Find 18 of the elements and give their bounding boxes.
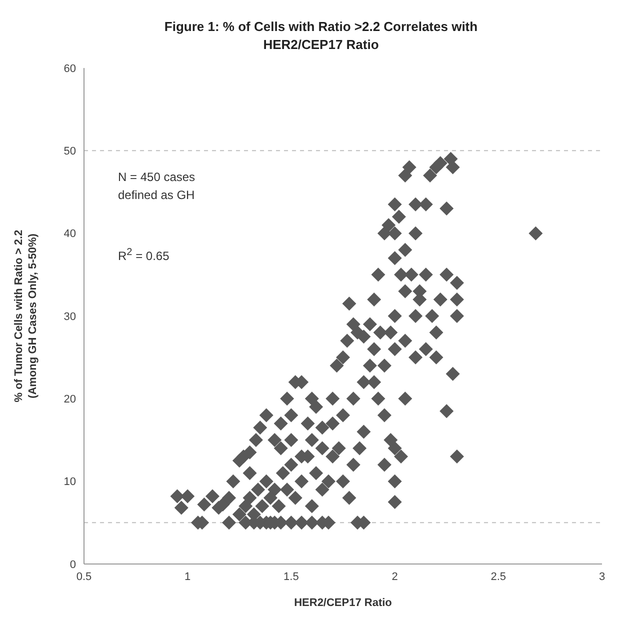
y-axis-title: % of Tumor Cells with Ratio > 2.2 (Among GH Cases Only, 5-50%) <box>13 230 39 402</box>
y-tick-label: 40 <box>64 228 76 240</box>
x-tick-label: 1.5 <box>284 570 299 583</box>
x-tick-label: 2.5 <box>490 570 506 583</box>
x-axis-title: HER2/CEP17 Ratio <box>294 597 392 609</box>
x-tick-label: 3 <box>598 570 606 583</box>
y-tick-label: 0 <box>70 558 76 571</box>
y-tick-label: 60 <box>64 62 76 75</box>
x-tick-label: 2 <box>392 570 398 583</box>
x-tick-label: 0.5 <box>76 570 92 583</box>
annotation: N = 450 cases defined as GH <box>118 169 196 204</box>
x-tick-label: 1 <box>184 570 191 583</box>
y-tick-label: 10 <box>64 476 76 488</box>
chart-title: Figure 1: % of Cells with Ratio >2.2 Correlates with HER2/CEP17 Ratio <box>163 18 479 54</box>
y-tick-label: 30 <box>64 310 76 323</box>
annotation: R$^{2}$ = 0.65 <box>118 246 170 265</box>
y-tick-label: 20 <box>64 394 76 406</box>
y-tick-label: 50 <box>64 146 76 158</box>
